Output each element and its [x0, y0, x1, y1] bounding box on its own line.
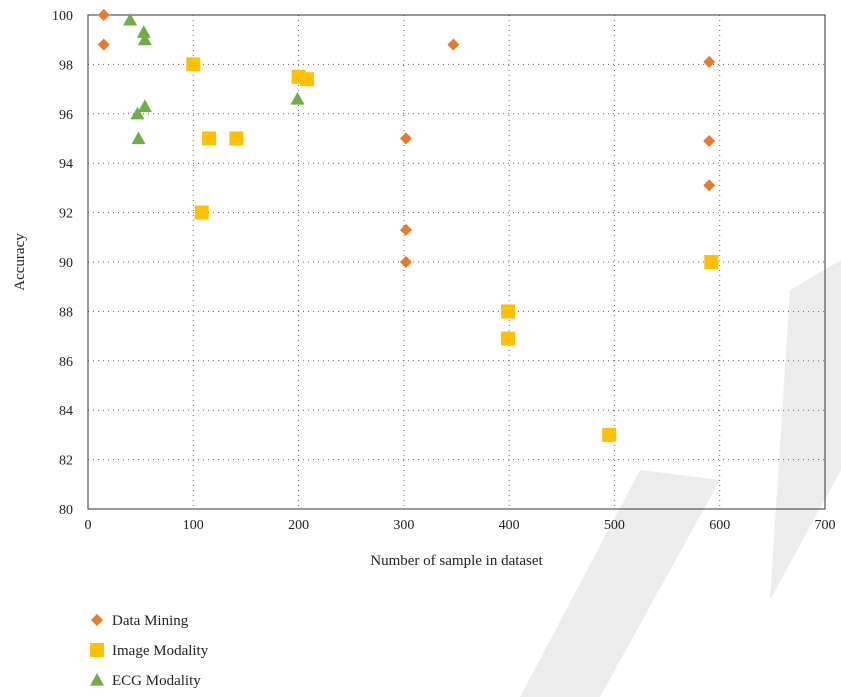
y-tick-label: 88 [59, 305, 73, 320]
legend-label-image-modality: Image Modality [112, 643, 209, 659]
ecg-modality-point [131, 131, 146, 145]
y-tick-label: 86 [59, 355, 73, 370]
plot-area [87, 14, 826, 510]
legend-marker-data-mining [91, 614, 103, 626]
image-modality-point [229, 131, 244, 146]
x-tick-label: 100 [183, 518, 204, 533]
watermark-stroke [520, 470, 720, 697]
image-modality-point [299, 72, 314, 87]
data-points [97, 9, 719, 442]
y-tick-label: 98 [59, 58, 73, 73]
x-tick-label: 700 [815, 518, 836, 533]
image-modality-point [501, 304, 516, 319]
x-tick-label: 400 [499, 518, 520, 533]
data-mining-point [703, 55, 716, 68]
image-modality-point [202, 131, 217, 146]
data-mining-point [399, 132, 412, 145]
image-modality-point [602, 427, 617, 442]
legend-label-ecg-modality: ECG Modality [112, 673, 201, 689]
y-tick-label: 100 [52, 9, 73, 24]
legend-marker-image-modality [90, 643, 104, 657]
ecg-modality-point [130, 106, 145, 120]
x-tick-label: 600 [709, 518, 730, 533]
data-mining-point [97, 9, 110, 21]
data-mining-point [703, 179, 716, 192]
ecg-modality-point [123, 12, 138, 26]
y-tick-label: 82 [59, 454, 73, 469]
x-axis-label: Number of sample in dataset [370, 553, 543, 569]
x-tick-label: 300 [393, 518, 414, 533]
image-modality-point [186, 57, 201, 72]
y-tick-label: 96 [59, 108, 73, 123]
ecg-modality-point [290, 91, 305, 105]
watermark-stroke [770, 260, 841, 600]
ecg-modality-point [137, 99, 152, 112]
image-modality-point [194, 205, 209, 220]
axis-ticks: 0 100 200 300 400 500 600 700 80 82 84 86 88 90 92 94 96… [52, 9, 836, 533]
legend-marker-ecg-modality [90, 673, 104, 686]
legend: Data Mining Image Modality ECG Modality [90, 613, 209, 689]
data-mining-point [447, 38, 460, 51]
data-mining-point [703, 134, 716, 147]
data-mining-point [97, 38, 110, 51]
data-mining-point [399, 256, 412, 268]
y-tick-label: 94 [59, 157, 73, 172]
y-tick-label: 80 [59, 503, 73, 518]
image-modality-point [501, 331, 516, 346]
ecg-modality-point [136, 25, 151, 38]
x-tick-label: 200 [288, 518, 309, 533]
watermark [520, 260, 841, 697]
y-tick-label: 84 [59, 404, 73, 419]
ecg-modality-point [137, 32, 152, 46]
data-mining-point [399, 223, 412, 236]
x-tick-label: 500 [604, 518, 625, 533]
y-tick-label: 92 [59, 207, 73, 222]
y-tick-label: 90 [59, 256, 73, 271]
y-axis-label: Accuracy [12, 233, 28, 291]
x-tick-label: 0 [85, 518, 92, 533]
legend-label-data-mining: Data Mining [112, 613, 189, 629]
image-modality-point [704, 255, 719, 269]
